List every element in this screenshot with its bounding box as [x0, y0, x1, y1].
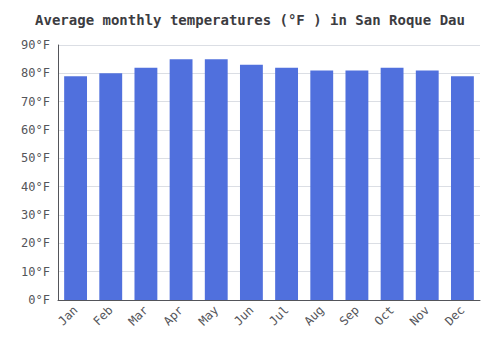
svg-text:20°F: 20°F [21, 236, 50, 250]
svg-text:10°F: 10°F [21, 265, 50, 279]
svg-text:Jun: Jun [231, 303, 256, 328]
svg-text:70°F: 70°F [21, 95, 50, 109]
svg-text:Jul: Jul [266, 303, 291, 328]
svg-text:50°F: 50°F [21, 151, 50, 165]
svg-text:Nov: Nov [407, 303, 432, 328]
svg-text:May: May [196, 303, 221, 328]
svg-text:30°F: 30°F [21, 208, 50, 222]
svg-text:Aug: Aug [301, 303, 326, 328]
svg-text:Dec: Dec [442, 303, 467, 328]
svg-text:Sep: Sep [337, 303, 362, 328]
svg-text:40°F: 40°F [21, 180, 50, 194]
svg-text:90°F: 90°F [21, 38, 50, 52]
svg-text:Feb: Feb [90, 303, 115, 328]
svg-text:Oct: Oct [372, 303, 397, 328]
svg-text:60°F: 60°F [21, 123, 50, 137]
svg-text:0°F: 0°F [28, 293, 50, 307]
svg-text:80°F: 80°F [21, 66, 50, 80]
svg-text:Average monthly temperatures (: Average monthly temperatures (°F ) in Sa… [35, 12, 465, 28]
svg-text:Apr: Apr [161, 303, 186, 328]
svg-text:Jan: Jan [55, 303, 80, 328]
svg-text:Mar: Mar [126, 303, 151, 328]
